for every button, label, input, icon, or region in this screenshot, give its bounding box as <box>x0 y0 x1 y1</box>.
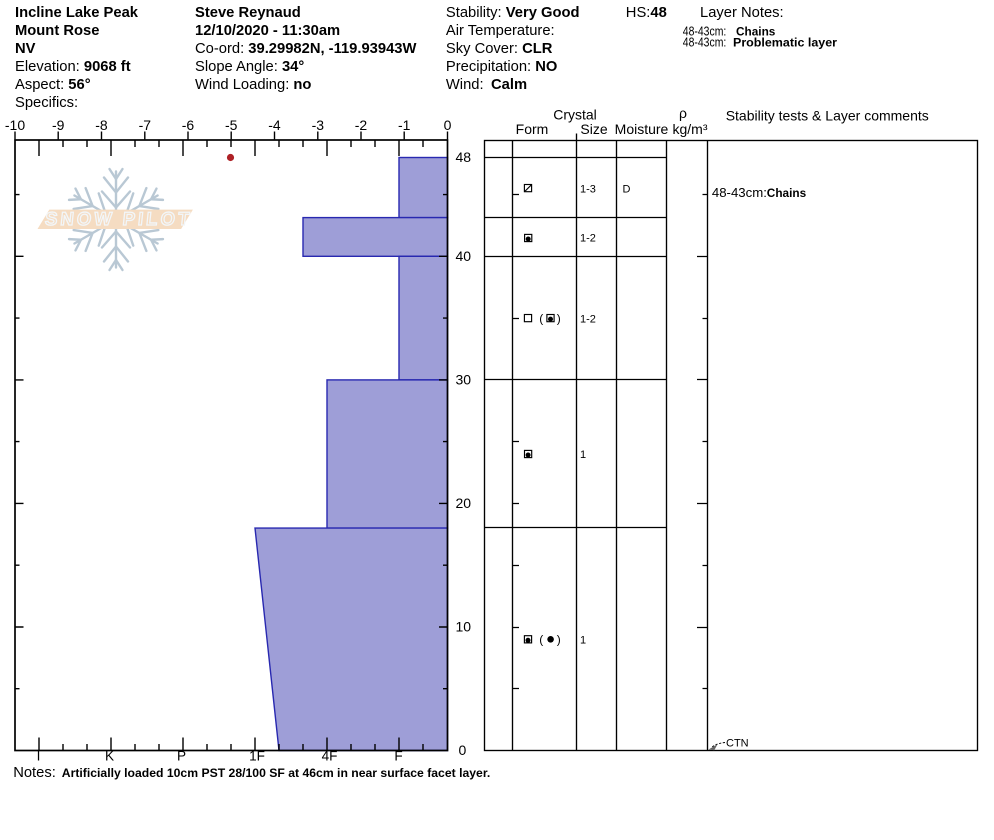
svg-text:I: I <box>37 749 41 764</box>
svg-text:10: 10 <box>456 619 472 635</box>
svg-text:Wind Loading: no: Wind Loading: no <box>195 77 311 93</box>
svg-text:D: D <box>623 183 631 195</box>
svg-text:-1: -1 <box>398 117 411 133</box>
svg-text:1: 1 <box>580 449 586 461</box>
svg-text:-9: -9 <box>52 117 65 133</box>
svg-text:kg/m³: kg/m³ <box>673 121 708 137</box>
svg-text:-3: -3 <box>312 117 325 133</box>
svg-text:Artificially loaded 10cm PST 2: Artificially loaded 10cm PST 28/100 SF a… <box>62 766 491 780</box>
svg-text:Elevation: 9068 ft: Elevation: 9068 ft <box>15 59 131 75</box>
svg-text:Sky Cover: CLR: Sky Cover: CLR <box>446 41 553 57</box>
svg-text:Crystal: Crystal <box>553 107 597 123</box>
svg-text:Notes:: Notes: <box>13 765 56 781</box>
svg-text:F: F <box>394 749 402 764</box>
svg-text:48-43cm:: 48-43cm: <box>683 24 727 38</box>
svg-text:40: 40 <box>456 248 472 264</box>
svg-text:Stability tests & Layer commen: Stability tests & Layer comments <box>726 108 929 124</box>
svg-text:48-43cm:: 48-43cm: <box>712 185 767 200</box>
svg-text:-10: -10 <box>5 117 25 133</box>
svg-text:Air Temperature:: Air Temperature: <box>446 23 555 39</box>
svg-text:(: ( <box>539 633 543 647</box>
svg-text:Co-ord: 39.29982N, -119.93943W: Co-ord: 39.29982N, -119.93943W <box>195 41 416 57</box>
svg-text:-2: -2 <box>355 117 368 133</box>
svg-text:Moisture: Moisture <box>615 121 669 137</box>
svg-text:1-3: 1-3 <box>580 183 596 195</box>
svg-text:CTN: CTN <box>726 738 749 750</box>
svg-text:Layer Notes:: Layer Notes: <box>700 5 784 21</box>
svg-text:Chains: Chains <box>767 186 807 200</box>
svg-text:Problematic layer: Problematic layer <box>733 36 837 50</box>
svg-text:48-43cm:: 48-43cm: <box>683 36 727 50</box>
svg-text:1-2: 1-2 <box>580 313 596 325</box>
svg-text:Incline Lake Peak: Incline Lake Peak <box>15 5 139 21</box>
svg-text:Aspect: 56°: Aspect: 56° <box>15 77 91 93</box>
svg-text:): ) <box>557 311 561 325</box>
svg-text:-5: -5 <box>225 117 238 133</box>
svg-text:12/10/2020 - 11:30am: 12/10/2020 - 11:30am <box>195 23 340 39</box>
svg-text:Size: Size <box>580 121 607 137</box>
svg-text:ρ: ρ <box>679 105 687 121</box>
svg-text:SNOW PILOT: SNOW PILOT <box>44 208 193 229</box>
svg-text:Mount Rose: Mount Rose <box>15 23 99 39</box>
svg-text:-8: -8 <box>95 117 108 133</box>
svg-text:HS:48: HS:48 <box>626 5 667 21</box>
svg-text:-4: -4 <box>268 117 281 133</box>
svg-text:30: 30 <box>456 371 472 387</box>
svg-text:Stability: Very Good: Stability: Very Good <box>446 5 580 21</box>
svg-text:48: 48 <box>456 149 472 165</box>
svg-text:K: K <box>105 749 114 764</box>
svg-text:1: 1 <box>580 635 586 647</box>
svg-text:1F: 1F <box>249 749 265 764</box>
svg-text:0: 0 <box>444 117 452 133</box>
svg-text:Specifics:: Specifics: <box>15 95 78 111</box>
svg-text:P: P <box>177 749 186 764</box>
svg-text:-6: -6 <box>182 117 195 133</box>
svg-text:20: 20 <box>456 495 472 511</box>
svg-text:Wind:Calm: Wind: Calm <box>446 77 527 93</box>
svg-text:4F: 4F <box>322 749 338 764</box>
svg-text:0: 0 <box>459 742 467 758</box>
svg-text:NV: NV <box>15 41 36 57</box>
svg-text:(: ( <box>539 311 543 325</box>
svg-text:-7: -7 <box>139 117 152 133</box>
svg-text:1-2: 1-2 <box>580 233 596 245</box>
svg-text:): ) <box>557 633 561 647</box>
svg-text:Steve Reynaud: Steve Reynaud <box>195 5 301 21</box>
svg-text:Form: Form <box>516 121 549 137</box>
svg-text:Slope Angle: 34°: Slope Angle: 34° <box>195 59 304 75</box>
svg-text:Chains: Chains <box>736 24 776 38</box>
svg-text:Precipitation: NO: Precipitation: NO <box>446 59 558 75</box>
